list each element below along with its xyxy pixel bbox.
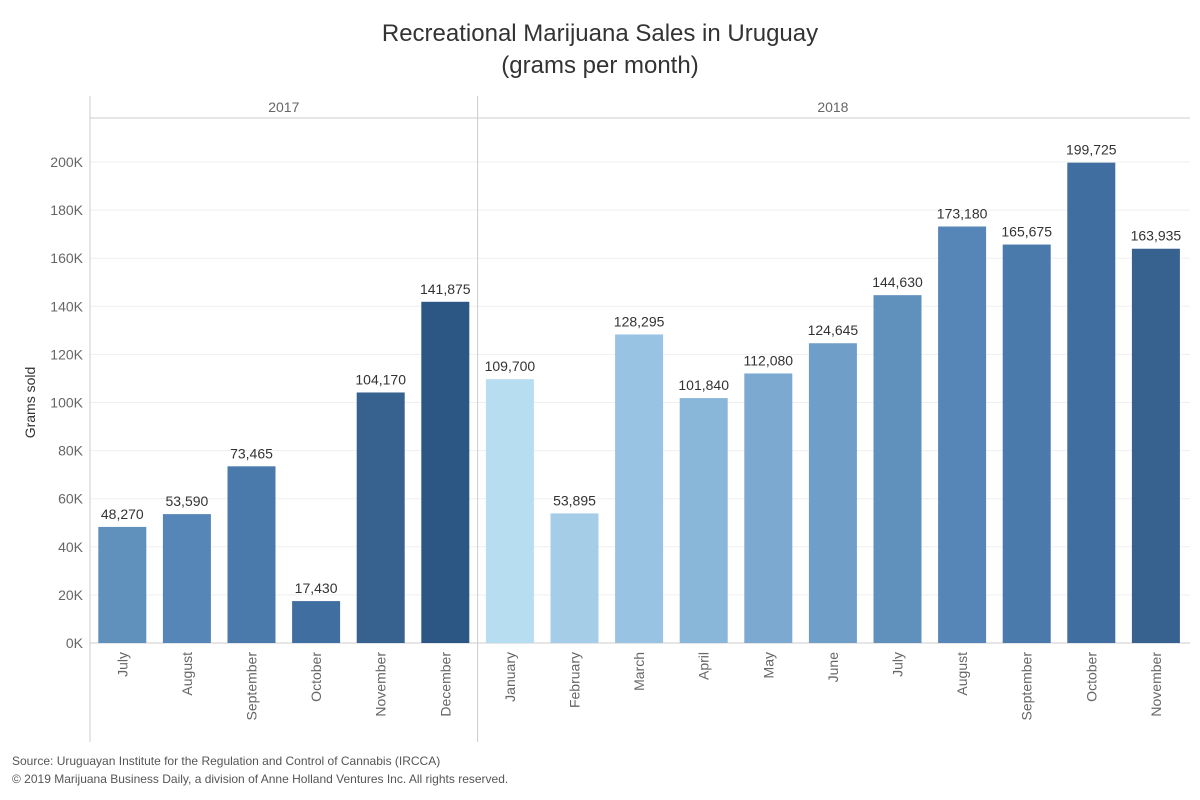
y-tick-label: 20K <box>58 587 84 603</box>
data-labels: 48,270 53,590 73,465 17,430 104,170 141,875 10… <box>101 142 1182 596</box>
y-tick-label: 200K <box>50 154 83 170</box>
x-tick-label: August <box>954 652 970 696</box>
x-tick-label: November <box>1148 652 1164 717</box>
y-tick-label: 140K <box>50 298 83 314</box>
y-tick-label: 120K <box>50 346 83 362</box>
x-tick-label: December <box>437 652 453 717</box>
data-label: 141,875 <box>420 281 471 297</box>
data-label: 48,270 <box>101 506 144 522</box>
data-label: 109,700 <box>485 358 536 374</box>
data-label: 144,630 <box>872 274 923 290</box>
x-tick-label: October <box>308 652 324 702</box>
x-tick-label: January <box>502 652 518 702</box>
year-headers: 2017 2018 <box>268 99 848 115</box>
y-tick-label: 0K <box>66 635 84 651</box>
bar <box>679 398 728 643</box>
bar <box>162 514 211 643</box>
data-label: 112,080 <box>744 352 794 368</box>
bar <box>744 373 793 643</box>
data-label: 165,675 <box>1001 224 1052 240</box>
bar <box>550 513 599 643</box>
y-tick-label: 80K <box>58 443 84 459</box>
y-tick-label: 40K <box>58 539 84 555</box>
y-axis: 0K 20K 40K 60K 80K 100K 120K 140K 160K 180K 200K Gr… <box>22 154 84 651</box>
bar <box>421 301 470 643</box>
x-tick-label: September <box>244 652 260 721</box>
data-label: 53,590 <box>165 493 208 509</box>
data-label: 173,180 <box>937 206 988 222</box>
data-label: 101,840 <box>678 377 729 393</box>
x-axis: July August September October November Decemb… <box>114 652 1164 721</box>
y-tick-label: 160K <box>50 250 83 266</box>
bar <box>1131 248 1180 643</box>
chart-title: Recreational Marijuana Sales in Uruguay <box>381 20 819 47</box>
y-tick-label: 100K <box>50 395 83 411</box>
data-label: 104,170 <box>355 371 406 387</box>
data-label: 128,295 <box>614 313 665 329</box>
data-label: 199,725 <box>1066 142 1117 158</box>
x-tick-label: April <box>696 652 712 680</box>
group-header: 2018 <box>817 99 848 115</box>
x-tick-label: February <box>567 652 583 708</box>
data-label: 53,895 <box>553 492 596 508</box>
bar <box>808 343 857 643</box>
source-note: Source: Uruguayan Institute for the Regu… <box>12 754 441 768</box>
x-tick-label: June <box>825 652 841 683</box>
bar <box>938 226 987 643</box>
data-label: 73,465 <box>230 445 273 461</box>
bar <box>485 379 534 643</box>
chart-subtitle: (grams per month) <box>501 52 699 79</box>
bar <box>227 466 276 643</box>
bar <box>873 295 922 643</box>
bar <box>292 601 341 643</box>
x-tick-label: August <box>179 652 195 696</box>
bar <box>98 526 147 643</box>
x-tick-label: March <box>631 652 647 691</box>
bar <box>1067 162 1116 643</box>
data-label: 124,645 <box>808 322 859 338</box>
y-tick-label: 60K <box>58 491 84 507</box>
group-header: 2017 <box>268 99 299 115</box>
bar <box>1002 244 1051 643</box>
x-tick-label: July <box>890 652 906 677</box>
x-tick-label: November <box>373 652 389 717</box>
data-label: 17,430 <box>295 580 338 596</box>
y-axis-title: Grams sold <box>22 367 38 439</box>
bar <box>615 334 664 643</box>
x-tick-label: May <box>760 652 776 678</box>
y-tick-label: 180K <box>50 202 83 218</box>
data-label: 163,935 <box>1131 228 1182 244</box>
chart-title-block: Recreational Marijuana Sales in Uruguay … <box>0 18 1200 82</box>
x-tick-label: September <box>1019 652 1035 721</box>
bars <box>98 162 1180 643</box>
copyright-note: © 2019 Marijuana Business Daily, a divis… <box>12 772 509 786</box>
bar <box>356 392 405 643</box>
chart-footer: Source: Uruguayan Institute for the Regu… <box>12 752 508 788</box>
x-tick-label: October <box>1083 652 1099 702</box>
x-tick-label: July <box>114 652 130 677</box>
